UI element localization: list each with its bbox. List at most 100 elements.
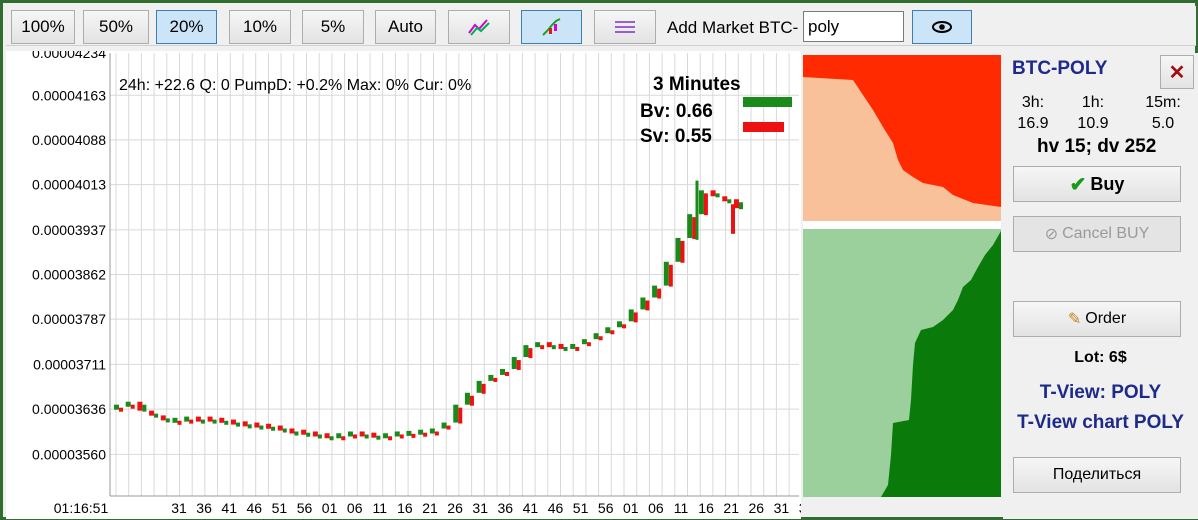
candle [336, 433, 342, 439]
zoom-50-button[interactable]: 50% [83, 10, 149, 44]
candle [610, 330, 615, 335]
share-label: Поделиться [1052, 466, 1142, 483]
candle [200, 419, 205, 424]
x-tick-label: 21 [723, 500, 739, 516]
candle [364, 434, 369, 439]
candle [675, 237, 681, 262]
x-tick-label: 41 [221, 500, 237, 516]
candle [114, 404, 119, 410]
candle [376, 435, 381, 440]
depth-canvas [803, 55, 1001, 497]
sv-bar [743, 122, 784, 132]
x-tick-label: 01:16:51 [54, 500, 109, 516]
candle [184, 416, 190, 422]
candle [329, 436, 334, 441]
candle [317, 434, 322, 439]
watch-button[interactable] [912, 10, 972, 44]
buy-button[interactable]: ✔ Buy [1013, 166, 1181, 202]
candle [341, 436, 346, 441]
candle [617, 321, 623, 328]
candle [622, 324, 627, 329]
candle [551, 345, 556, 350]
tview-link[interactable]: T-View: POLY [1039, 382, 1162, 403]
x-tick-label: 46 [247, 500, 263, 516]
candle [388, 436, 393, 441]
candle [137, 401, 143, 411]
order-button[interactable]: ✎ Order [1013, 301, 1181, 337]
candle [418, 429, 424, 435]
candle [165, 418, 170, 423]
bid-depth-wall [881, 231, 1001, 497]
share-button[interactable]: Поделиться [1013, 457, 1181, 493]
candle [469, 395, 474, 406]
add-market-input[interactable] [803, 11, 904, 42]
y-tick-label: 0.00003636 [32, 401, 106, 417]
candle [177, 420, 182, 425]
x-tick-label: 16 [698, 500, 714, 516]
candle [282, 428, 287, 433]
buy-label: Buy [1090, 173, 1125, 194]
candle [598, 336, 603, 341]
candle [434, 431, 439, 436]
x-tick-label: 31 [472, 500, 488, 516]
cancel-buy-button[interactable]: ⊘ Cancel BUY [1013, 216, 1181, 252]
candle [394, 431, 400, 437]
candle [247, 424, 252, 429]
bv-bar [743, 97, 792, 107]
price-chart[interactable]: 0.00004234 0.00004163 0.00004088 0.00004013… [6, 51, 801, 519]
candle [411, 433, 416, 438]
timeframe-label: 3 Minutes [653, 74, 741, 95]
close-icon: ✕ [1168, 61, 1186, 84]
x-tick-label: 01 [623, 500, 639, 516]
stat-1h-value: 10.9 [1077, 115, 1109, 132]
candle [605, 327, 611, 334]
candle [172, 417, 178, 423]
candle [575, 346, 580, 351]
zoom-10-button[interactable]: 10% [229, 10, 291, 44]
candle [657, 288, 662, 299]
zoom-auto-button[interactable]: Auto [375, 10, 436, 44]
x-tick-label: 51 [272, 500, 288, 516]
candle [710, 190, 716, 197]
candle [633, 312, 638, 323]
y-tick-label: 0.00004013 [32, 177, 106, 193]
candle [563, 346, 568, 351]
x-tick-label: 31 [774, 500, 790, 516]
cancel-buy-label: Cancel BUY [1062, 225, 1150, 242]
y-tick-label: 0.00004088 [32, 132, 106, 148]
x-tick-label: 26 [749, 500, 765, 516]
close-market-button[interactable]: ✕ [1160, 55, 1194, 89]
zoom-100-button[interactable]: 100% [11, 10, 75, 44]
tview-chart-link[interactable]: T-View chart POLY [1017, 412, 1184, 433]
stat-3h-value: 16.9 [1017, 115, 1049, 132]
y-tick-label: 0.00003787 [32, 311, 106, 327]
candle [698, 190, 704, 215]
cancel-icon: ⊘ [1044, 226, 1059, 243]
sv-label: Sv: 0.55 [640, 126, 712, 147]
candle [212, 419, 217, 424]
candle [219, 417, 225, 423]
zoom-20-button[interactable]: 20% [156, 10, 217, 44]
candle [235, 422, 240, 427]
x-tick-label: 36 [196, 500, 212, 516]
candle [130, 404, 135, 409]
candle [739, 202, 743, 210]
y-tick-label: 0.00003937 [32, 222, 106, 238]
candle [453, 404, 459, 423]
x-tick-label: 56 [297, 500, 313, 516]
candle [546, 342, 552, 348]
candle [306, 432, 311, 437]
candle [207, 416, 213, 422]
candles-toggle-button[interactable] [521, 10, 582, 44]
x-tick-label: 06 [648, 500, 664, 516]
zoom-5-button[interactable]: 5% [302, 10, 364, 44]
x-tick-label: 11 [373, 500, 388, 516]
x-tick-label: 41 [523, 500, 539, 516]
line-chart-toggle-button[interactable] [448, 10, 510, 44]
candle [488, 374, 494, 381]
book-toggle-button[interactable] [594, 10, 656, 44]
candle [230, 419, 236, 425]
candle [628, 309, 634, 322]
x-tick-label: 46 [548, 500, 564, 516]
